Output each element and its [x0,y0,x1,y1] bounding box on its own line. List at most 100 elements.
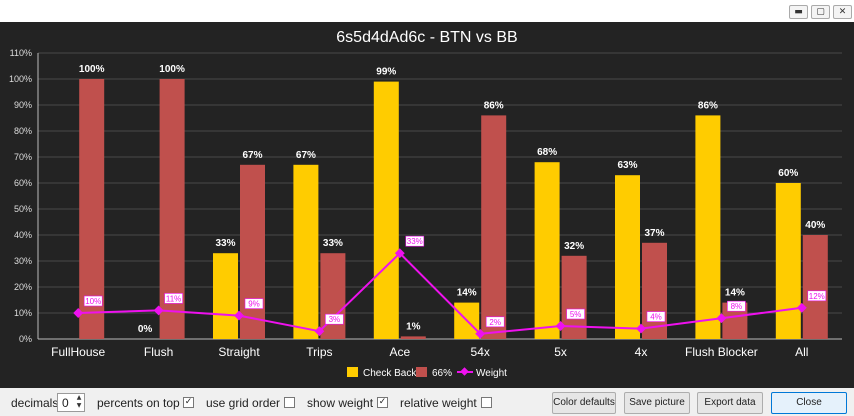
minimize-button[interactable]: ▬ [789,5,808,19]
weight-line [78,251,802,335]
bar-value-label: 32% [564,241,584,252]
decimals-label: decimals [11,396,59,410]
bar-value-label: 60% [778,168,798,179]
weight-point [796,302,807,313]
y-tick-label: 110% [10,48,32,58]
weight-label-box [727,300,746,312]
weight-point [636,323,646,334]
decimals-spinbox[interactable]: 0 ▲ ▼ [57,393,85,412]
bar-value-label: 37% [644,228,664,239]
export-data-button[interactable]: Export data [697,392,763,414]
weight-value-label: 9% [248,300,260,309]
bar-bet66 [561,255,587,339]
weight-point [394,248,405,259]
bar-value-label: 100% [159,64,185,75]
bar-bet66 [802,235,828,339]
show-weight-label: show weight [307,396,374,410]
weight-value-label: 8% [731,302,743,311]
weight-label-box [566,308,585,320]
x-tick-label: Flush Blocker [685,345,758,359]
weight-label-box [405,235,425,247]
bar-value-label: 14% [725,288,745,299]
weight-point [234,310,244,321]
decimals-value: 0 [62,396,69,410]
bar-check-back [373,81,399,339]
y-tick-label: 0% [19,334,32,344]
bar-value-label: 86% [698,100,718,111]
bar-value-label: 33% [323,238,343,249]
y-tick-label: 70% [14,152,32,162]
bottom-toolbar: decimals 0 ▲ ▼ percents on top ✓ use grid… [0,388,854,416]
bar-check-back [293,164,319,339]
weight-label-box [244,298,264,309]
x-tick-label: All [795,345,808,359]
save-picture-button[interactable]: Save picture [624,392,690,414]
show-weight-checkbox[interactable]: ✓ [377,397,388,408]
bar-value-label: 63% [617,160,637,171]
x-tick-label: 54x [471,345,490,359]
close-window-button[interactable]: ✕ [833,5,852,19]
bar-value-label: 40% [805,220,825,231]
y-tick-label: 30% [14,256,32,266]
weight-label-box [485,316,505,328]
relative-weight-label: relative weight [400,396,477,410]
weight-label-box [646,311,666,322]
x-tick-label: Flush [144,345,173,359]
percents-on-top-checkbox[interactable]: ✓ [183,397,194,408]
weight-point [716,313,727,324]
legend-label: Check Back [363,368,417,379]
y-tick-label: 20% [14,282,32,292]
bar-check-back [615,175,640,339]
weight-value-label: 12% [809,292,825,301]
legend-swatch [347,367,358,377]
x-tick-label: FullHouse [51,345,105,359]
bar-bet66 [79,79,105,339]
y-tick-label: 60% [14,178,32,188]
chart-title: 6s5d4dAd6c - BTN vs BB [336,29,517,46]
bar-check-back [213,253,238,339]
y-tick-label: 10% [14,308,32,318]
bar-bet66 [642,242,667,339]
bar-value-label: 67% [296,150,316,161]
close-button[interactable]: Close [771,392,847,414]
bar-bet66 [400,336,426,339]
y-tick-label: 50% [14,204,32,214]
x-tick-label: Trips [306,345,332,359]
x-tick-label: Ace [389,345,410,359]
legend-swatch [416,367,427,377]
spin-arrows-icon[interactable]: ▲ ▼ [76,394,82,409]
chart-svg: 6s5d4dAd6c - BTN vs BB 0% 10% 20% 30% 40% 50% 6… [9,29,842,379]
bar-value-label: 100% [79,64,105,75]
bar-check-back [695,115,721,340]
use-grid-order-checkbox[interactable] [284,397,295,408]
bar-value-label: 33% [215,238,235,249]
maximize-button[interactable]: ▢ [811,5,830,19]
y-tick-label: 90% [14,100,32,110]
weight-label-box [325,313,344,325]
y-tick-label: 40% [14,230,32,240]
bar-value-label: 67% [242,150,262,161]
relative-weight-checkbox[interactable] [481,397,492,408]
y-tick-label: 100% [9,74,32,84]
bar-bet66 [320,253,346,339]
weight-value-label: 11% [166,294,181,303]
chart-area: 6s5d4dAd6c - BTN vs BB 0% 10% 20% 30% 40% 50% 6… [0,22,854,388]
weight-value-label: 3% [329,315,341,324]
weight-value-label: 2% [489,318,501,327]
weight-point [475,328,486,339]
weight-value-label: 5% [570,310,582,319]
weight-value-label: 10% [85,297,101,306]
use-grid-order-label: use grid order [206,396,281,410]
y-tick-label: 80% [14,126,32,136]
color-defaults-button[interactable]: Color defaults [552,392,616,414]
bar-value-label: 0% [138,324,153,335]
bar-check-back [775,183,801,339]
x-tick-label: Straight [218,345,260,359]
title-bar: ▬ ▢ ✕ [0,0,854,23]
bar-value-label: 14% [457,288,477,299]
bar-value-label: 1% [406,321,421,332]
bar-bet66 [481,115,507,340]
bar-value-label: 86% [484,100,504,111]
bar-check-back [534,162,560,339]
